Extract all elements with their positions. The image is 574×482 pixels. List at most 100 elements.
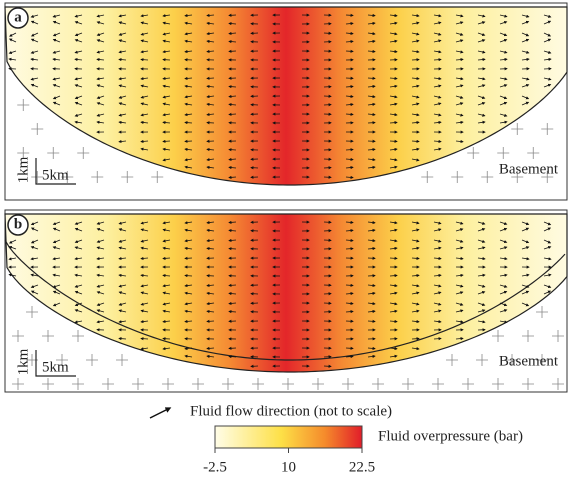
basement-cross — [527, 147, 540, 159]
flow-arrow — [345, 228, 354, 233]
flow-arrow — [543, 246, 552, 250]
flow-arrow — [499, 20, 508, 25]
flow-arrow — [411, 319, 420, 324]
flow-arrow — [389, 284, 398, 288]
flow-arrow — [433, 139, 442, 144]
flow-arrow — [162, 273, 171, 278]
flow-arrow — [162, 239, 171, 243]
flow-arrow — [411, 291, 420, 295]
flow-arrow — [367, 39, 376, 44]
flow-arrow — [499, 14, 508, 18]
flow-arrow — [162, 113, 171, 117]
flow-arrow — [118, 32, 127, 36]
flow-arrow — [52, 257, 61, 261]
basement-cross — [522, 378, 534, 390]
flow-arrow — [206, 147, 215, 152]
flow-arrow — [477, 273, 486, 277]
flow-arrow — [433, 77, 442, 81]
flow-arrow — [411, 284, 420, 288]
flow-arrow — [184, 113, 193, 117]
flow-arrow — [455, 39, 464, 43]
flow-arrow — [367, 283, 376, 288]
flow-arrow — [477, 302, 486, 306]
flow-arrow — [118, 291, 127, 295]
flow-arrow — [228, 301, 237, 306]
flow-arrow — [206, 95, 215, 99]
flow-arrow — [477, 21, 486, 25]
flow-arrow — [96, 320, 105, 324]
flow-arrow — [521, 302, 530, 307]
flow-arrow — [74, 20, 83, 25]
flow-arrow — [455, 228, 464, 232]
flow-arrow — [411, 21, 420, 25]
flow-arrow — [8, 273, 17, 277]
flow-arrow — [411, 139, 420, 143]
flow-arrow — [389, 302, 398, 306]
flow-arrow — [96, 228, 105, 232]
basement-cross — [552, 330, 564, 342]
flow-arrow — [140, 21, 149, 25]
flow-arrow — [477, 256, 486, 261]
layer-boundary — [4, 239, 566, 361]
flow-arrow — [543, 290, 552, 295]
flow-arrow — [477, 14, 486, 18]
flow-arrow — [543, 14, 552, 18]
flow-arrow — [52, 273, 61, 277]
flow-arrow — [30, 227, 39, 232]
flow-arrow — [543, 20, 552, 25]
basement-cross — [342, 378, 354, 390]
flow-arrow — [74, 320, 83, 324]
flow-arrow — [367, 309, 376, 314]
basement-cross — [42, 378, 54, 390]
flow-arrow — [30, 290, 39, 295]
flow-arrow — [499, 284, 508, 288]
flow-arrow — [389, 319, 398, 324]
basement-cross — [421, 171, 434, 183]
flow-arrow — [118, 302, 127, 306]
flow-arrow — [30, 273, 39, 277]
flow-arrow — [30, 38, 39, 43]
basement-cross — [522, 330, 534, 342]
panel-label: b — [14, 216, 22, 232]
flow-arrow — [74, 284, 83, 288]
flow-arrow — [140, 309, 149, 313]
flow-arrow — [162, 246, 171, 250]
flow-arrow — [228, 355, 237, 359]
flow-arrow — [118, 273, 127, 278]
flow-arrow — [140, 84, 149, 88]
flow-arrow — [521, 101, 530, 106]
flow-arrow — [543, 38, 552, 43]
flow-arrow — [8, 245, 17, 250]
flow-arrow — [543, 221, 552, 226]
flow-arrow — [367, 147, 376, 152]
flow-arrow — [30, 221, 39, 226]
flow-arrow — [30, 14, 39, 18]
basement-cross — [42, 330, 54, 342]
flow-arrow — [433, 273, 442, 278]
flow-arrow — [162, 84, 171, 88]
legend: Fluid flow direction (not to scale) Flui… — [149, 403, 523, 475]
flow-arrow — [345, 165, 354, 170]
flow-arrow — [118, 228, 127, 232]
basement-cross — [312, 378, 324, 390]
flow-arrow — [367, 302, 376, 306]
flow-arrow — [477, 246, 486, 250]
flow-arrow — [411, 50, 420, 54]
flow-arrow — [433, 21, 442, 25]
flow-arrow — [411, 221, 420, 225]
flow-arrow — [345, 310, 354, 314]
flow-arrow — [521, 57, 530, 62]
flow-arrow — [521, 32, 530, 37]
flow-arrow — [162, 39, 171, 43]
flow-arrow — [455, 57, 464, 62]
flow-arrow — [521, 50, 530, 54]
flow-arrow — [118, 21, 127, 25]
flow-arrow — [96, 84, 105, 88]
flow-arrow — [52, 77, 61, 81]
flow-arrow — [543, 284, 552, 289]
flow-arrow — [345, 175, 354, 179]
colorbar-tick-label: -2.5 — [203, 459, 227, 475]
flow-arrow — [455, 284, 464, 288]
flow-arrow — [433, 32, 442, 36]
flow-arrow — [74, 77, 83, 81]
